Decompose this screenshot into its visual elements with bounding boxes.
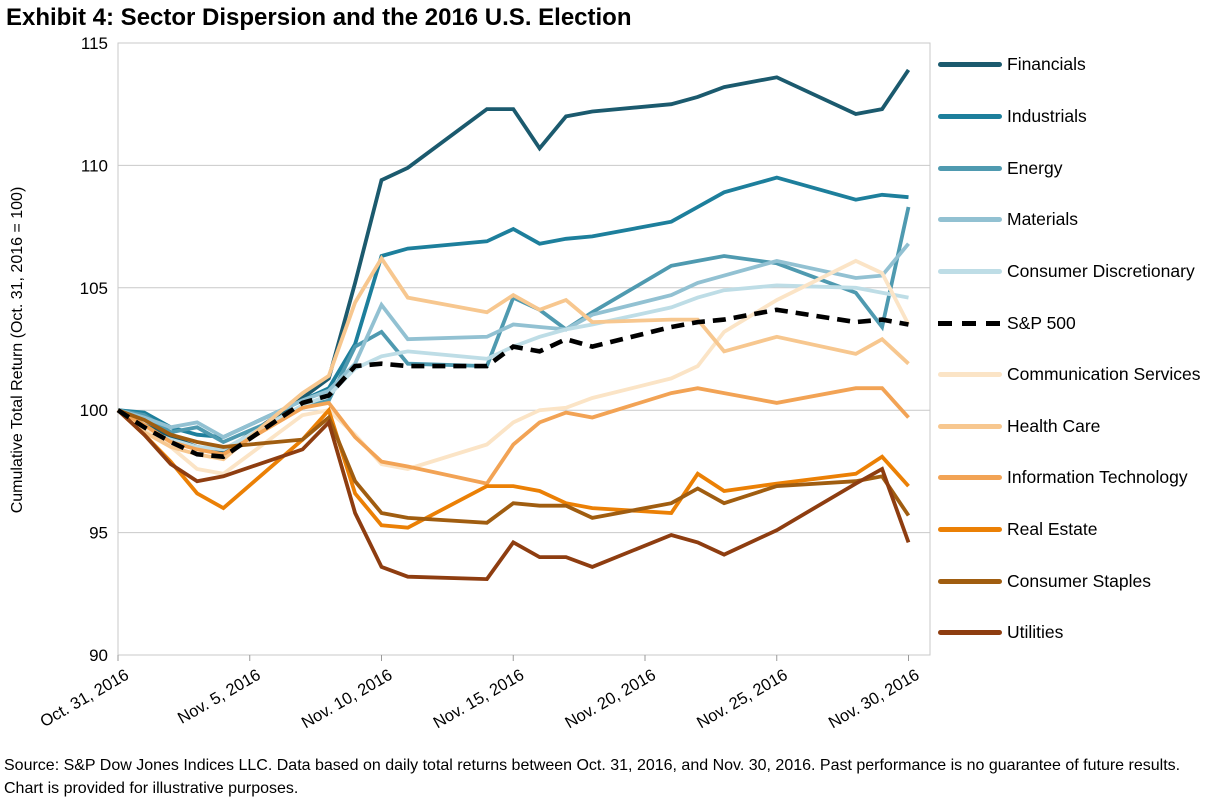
y-tick-label: 100	[80, 401, 108, 420]
legend-swatch-dashed-line	[938, 320, 1002, 326]
legend-label-materials: Materials	[1007, 209, 1078, 230]
legend-label-consumer-staples: Consumer Staples	[1007, 570, 1151, 591]
line-chart: Cumulative Total Return (Oct. 31, 2016 =…	[9, 34, 931, 732]
y-tick-label: 115	[81, 34, 108, 53]
chart-legend: Financials Industrials Energy Materials Cons…	[938, 39, 1225, 659]
legend-label-health-care: Health Care	[1007, 415, 1101, 436]
legend-swatch-line	[938, 113, 1002, 119]
legend-item-sp-500: S&P 500	[938, 297, 1225, 349]
legend-item-consumer-staples: Consumer Staples	[938, 555, 1225, 607]
y-axis-label: Cumulative Total Return (Oct. 31, 2016 =…	[9, 187, 26, 514]
x-tick-label: Nov. 15, 2016	[430, 666, 527, 732]
legend-label-information-technology: Information Technology	[1007, 467, 1188, 488]
series-line-financials	[117, 68, 911, 454]
series-line-industrials	[117, 175, 909, 440]
legend-label-consumer-discretionary: Consumer Discretionary	[1007, 260, 1195, 281]
legend-label-industrials: Industrials	[1007, 105, 1087, 126]
x-tick-label: Nov. 20, 2016	[562, 666, 659, 732]
legend-item-industrials: Industrials	[938, 91, 1225, 143]
y-tick-label: 110	[81, 156, 108, 175]
legend-label-energy: Energy	[1007, 157, 1063, 178]
legend-label-real-estate: Real Estate	[1007, 519, 1098, 540]
legend-label-sp-500: S&P 500	[1007, 312, 1076, 333]
legend-item-utilities: Utilities	[938, 607, 1225, 659]
legend-swatch-line	[938, 578, 1002, 584]
gridlines	[117, 42, 931, 656]
x-tick-label: Nov. 25, 2016	[694, 666, 791, 732]
x-tick-label: Nov. 10, 2016	[299, 666, 396, 732]
series-line-information-technology	[117, 386, 910, 486]
legend-item-real-estate: Real Estate	[938, 504, 1225, 556]
series-line-consumer-staples	[117, 408, 911, 525]
chart-title: Exhibit 4: Sector Dispersion and the 201…	[6, 4, 632, 31]
legend-label-communication-services: Communication Services	[1007, 364, 1201, 385]
y-tick-label: 105	[80, 279, 108, 298]
series-line-communication-services	[116, 258, 911, 476]
legend-swatch-line	[938, 475, 1002, 481]
x-tick-label: Oct. 31, 2016	[37, 666, 132, 731]
legend-swatch-line	[938, 372, 1002, 378]
legend-swatch-line	[938, 62, 1002, 68]
legend-swatch-line	[938, 527, 1002, 533]
legend-item-communication-services: Communication Services	[938, 349, 1225, 401]
y-tick-label: 95	[89, 524, 108, 543]
series-line-materials	[117, 242, 910, 440]
legend-item-health-care: Health Care	[938, 400, 1225, 452]
series-line-consumer-discretionary	[116, 283, 909, 452]
legend-label-utilities: Utilities	[1007, 622, 1064, 643]
legend-swatch-line	[938, 165, 1002, 171]
legend-item-consumer-discretionary: Consumer Discretionary	[938, 246, 1225, 298]
series-line-sp-500	[116, 307, 909, 460]
plot-border	[117, 42, 931, 656]
legend-item-information-technology: Information Technology	[938, 452, 1225, 504]
legend-item-financials: Financials	[938, 39, 1225, 91]
series-line-real-estate	[116, 406, 910, 530]
x-tick-label: Nov. 5, 2016	[175, 666, 264, 728]
legend-item-materials: Materials	[938, 194, 1225, 246]
legend-swatch-line	[938, 268, 1002, 274]
y-tick-label: 90	[89, 646, 108, 665]
series-line-health-care	[116, 254, 910, 462]
legend-item-energy: Energy	[938, 142, 1225, 194]
x-tick-label: Nov. 30, 2016	[826, 666, 923, 732]
series-lines	[116, 68, 911, 582]
source-note: Source: S&P Dow Jones Indices LLC. Data …	[4, 757, 1181, 798]
legend-swatch-line	[938, 217, 1002, 223]
legend-swatch-line	[938, 630, 1002, 636]
series-line-utilities	[116, 408, 911, 582]
legend-label-financials: Financials	[1007, 54, 1086, 75]
legend-swatch-line	[938, 423, 1002, 429]
